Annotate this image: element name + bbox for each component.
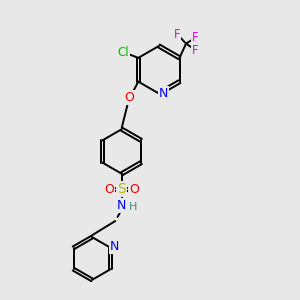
Text: S: S	[117, 182, 126, 196]
Text: O: O	[124, 91, 134, 103]
Text: F: F	[174, 28, 180, 40]
Text: N: N	[159, 87, 168, 100]
Text: F: F	[192, 31, 199, 44]
Text: Cl: Cl	[117, 46, 129, 59]
Text: H: H	[129, 202, 137, 212]
Text: N: N	[110, 240, 119, 253]
Text: N: N	[117, 199, 127, 212]
Text: O: O	[129, 183, 139, 196]
Text: F: F	[192, 44, 199, 57]
Text: O: O	[104, 183, 114, 196]
